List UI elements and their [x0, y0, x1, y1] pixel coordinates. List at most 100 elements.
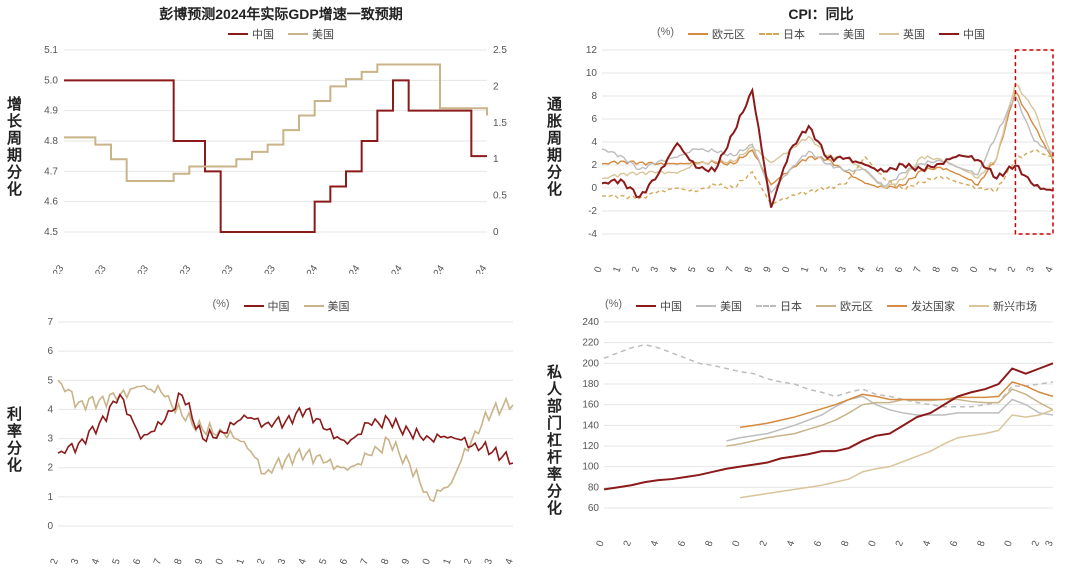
- svg-text:2020: 2020: [963, 265, 981, 272]
- svg-text:-4: -4: [588, 229, 597, 240]
- panel-gdp-chart: 4.54.64.74.84.95.05.100.511.522.5Jan-23M…: [28, 44, 523, 274]
- svg-text:May-24: May-24: [377, 263, 405, 274]
- svg-text:240: 240: [582, 317, 599, 328]
- panel-gdp-vlabel: 增长周期分化: [0, 0, 26, 294]
- svg-text:2016: 2016: [332, 556, 350, 563]
- svg-text:2.5: 2.5: [493, 45, 507, 56]
- svg-text:2002: 2002: [43, 556, 61, 563]
- svg-text:0: 0: [493, 227, 499, 238]
- svg-text:2002: 2002: [624, 265, 642, 272]
- svg-text:2: 2: [47, 462, 53, 473]
- svg-text:4.8: 4.8: [44, 136, 58, 147]
- svg-text:2012: 2012: [812, 265, 830, 272]
- svg-text:2008: 2008: [167, 556, 185, 563]
- svg-text:2007: 2007: [146, 556, 164, 563]
- svg-text:2005: 2005: [681, 265, 699, 272]
- svg-text:180: 180: [582, 379, 599, 390]
- svg-text:2014: 2014: [850, 265, 868, 272]
- svg-text:2004: 2004: [84, 556, 102, 563]
- svg-text:4: 4: [47, 404, 53, 415]
- svg-text:2003: 2003: [64, 556, 82, 563]
- svg-text:2013: 2013: [831, 265, 849, 272]
- svg-text:2022: 2022: [1000, 265, 1018, 272]
- svg-text:1: 1: [493, 154, 499, 165]
- panel-rates-chart: 0123456720022003200420052006200720082009…: [28, 316, 523, 564]
- svg-text:2: 2: [493, 81, 499, 92]
- svg-text:1992: 1992: [616, 538, 634, 545]
- svg-text:Mar-23: Mar-23: [82, 263, 109, 274]
- svg-text:0.5: 0.5: [493, 191, 507, 202]
- svg-text:200: 200: [582, 358, 599, 369]
- svg-text:2002: 2002: [752, 538, 770, 545]
- svg-text:2014: 2014: [291, 556, 309, 563]
- svg-text:2006: 2006: [807, 538, 825, 545]
- svg-text:4: 4: [591, 137, 597, 148]
- svg-text:2019: 2019: [394, 556, 412, 563]
- svg-text:2021: 2021: [436, 556, 454, 563]
- panel-rates-legend: (%)中国美国: [28, 298, 534, 314]
- svg-text:2000: 2000: [587, 265, 605, 272]
- panel-rates: 利率分化 (%)中国美国 012345672002200320042005200…: [0, 294, 540, 587]
- svg-text:12: 12: [586, 45, 598, 56]
- panel-gdp-legend: 中国美国: [28, 26, 534, 42]
- svg-text:2012: 2012: [888, 538, 906, 545]
- svg-text:5.1: 5.1: [44, 45, 58, 56]
- panel-gdp: 增长周期分化 彭博预测2024年实际GDP增速一致预期 中国美国 4.54.64…: [0, 0, 540, 294]
- svg-text:2010: 2010: [775, 265, 793, 272]
- svg-text:2005: 2005: [105, 556, 123, 563]
- svg-text:2021: 2021: [981, 265, 999, 272]
- panel-cpi-legend: (%)欧元区日本美国英国中国: [568, 26, 1074, 42]
- svg-text:Mar-24: Mar-24: [335, 263, 362, 274]
- svg-text:140: 140: [582, 420, 599, 431]
- svg-text:2019: 2019: [944, 265, 962, 272]
- svg-text:4.7: 4.7: [44, 166, 58, 177]
- svg-text:2018: 2018: [970, 538, 988, 545]
- svg-text:1998: 1998: [698, 538, 716, 545]
- svg-text:120: 120: [582, 441, 599, 452]
- svg-text:220: 220: [582, 337, 599, 348]
- svg-text:5.0: 5.0: [44, 75, 58, 86]
- svg-text:4.5: 4.5: [44, 227, 58, 238]
- svg-text:2023: 2023: [1019, 265, 1037, 272]
- svg-text:2011: 2011: [229, 556, 247, 563]
- svg-text:May-23: May-23: [123, 263, 151, 274]
- panel-cpi-title: CPI：同比: [568, 4, 1074, 24]
- svg-text:2022: 2022: [457, 556, 475, 563]
- svg-text:10: 10: [586, 68, 598, 79]
- svg-text:2003: 2003: [643, 265, 661, 272]
- svg-text:2001: 2001: [606, 265, 624, 272]
- svg-text:0: 0: [591, 183, 597, 194]
- svg-text:2010: 2010: [208, 556, 226, 563]
- svg-text:60: 60: [588, 503, 600, 514]
- panel-rates-vlabel: 利率分化: [0, 294, 26, 587]
- svg-text:2007: 2007: [718, 265, 736, 272]
- svg-text:2004: 2004: [779, 538, 797, 545]
- svg-text:2018: 2018: [374, 556, 392, 563]
- svg-text:6: 6: [47, 346, 53, 357]
- svg-text:4.6: 4.6: [44, 197, 58, 208]
- panel-cpi-chart: -4-2024681012200020012002200320042005200…: [568, 44, 1063, 272]
- panel-leverage-chart: 6080100120140160180200220240199019921994…: [568, 316, 1063, 546]
- svg-text:Jan-24: Jan-24: [294, 263, 321, 274]
- svg-text:Nov-23: Nov-23: [250, 263, 278, 274]
- svg-text:2: 2: [591, 160, 597, 171]
- svg-text:2020: 2020: [997, 538, 1015, 545]
- svg-text:2018: 2018: [925, 265, 943, 272]
- panel-leverage-vlabel: 私人部门杠杆率分化: [540, 294, 566, 587]
- svg-text:2000: 2000: [725, 538, 743, 545]
- svg-text:1996: 1996: [671, 538, 689, 545]
- svg-text:2023: 2023: [477, 556, 495, 563]
- svg-text:4.9: 4.9: [44, 106, 58, 117]
- svg-text:2014: 2014: [915, 538, 933, 545]
- svg-text:0: 0: [47, 521, 53, 532]
- svg-text:2012: 2012: [250, 556, 268, 563]
- panel-cpi-vlabel: 通胀周期分化: [540, 0, 566, 294]
- svg-text:2017: 2017: [353, 556, 371, 563]
- svg-text:2015: 2015: [312, 556, 330, 563]
- svg-text:Jul-23: Jul-23: [169, 263, 194, 274]
- svg-text:2010: 2010: [861, 538, 879, 545]
- svg-text:100: 100: [582, 461, 599, 472]
- svg-text:2006: 2006: [126, 556, 144, 563]
- svg-text:6: 6: [591, 114, 597, 125]
- svg-text:2006: 2006: [700, 265, 718, 272]
